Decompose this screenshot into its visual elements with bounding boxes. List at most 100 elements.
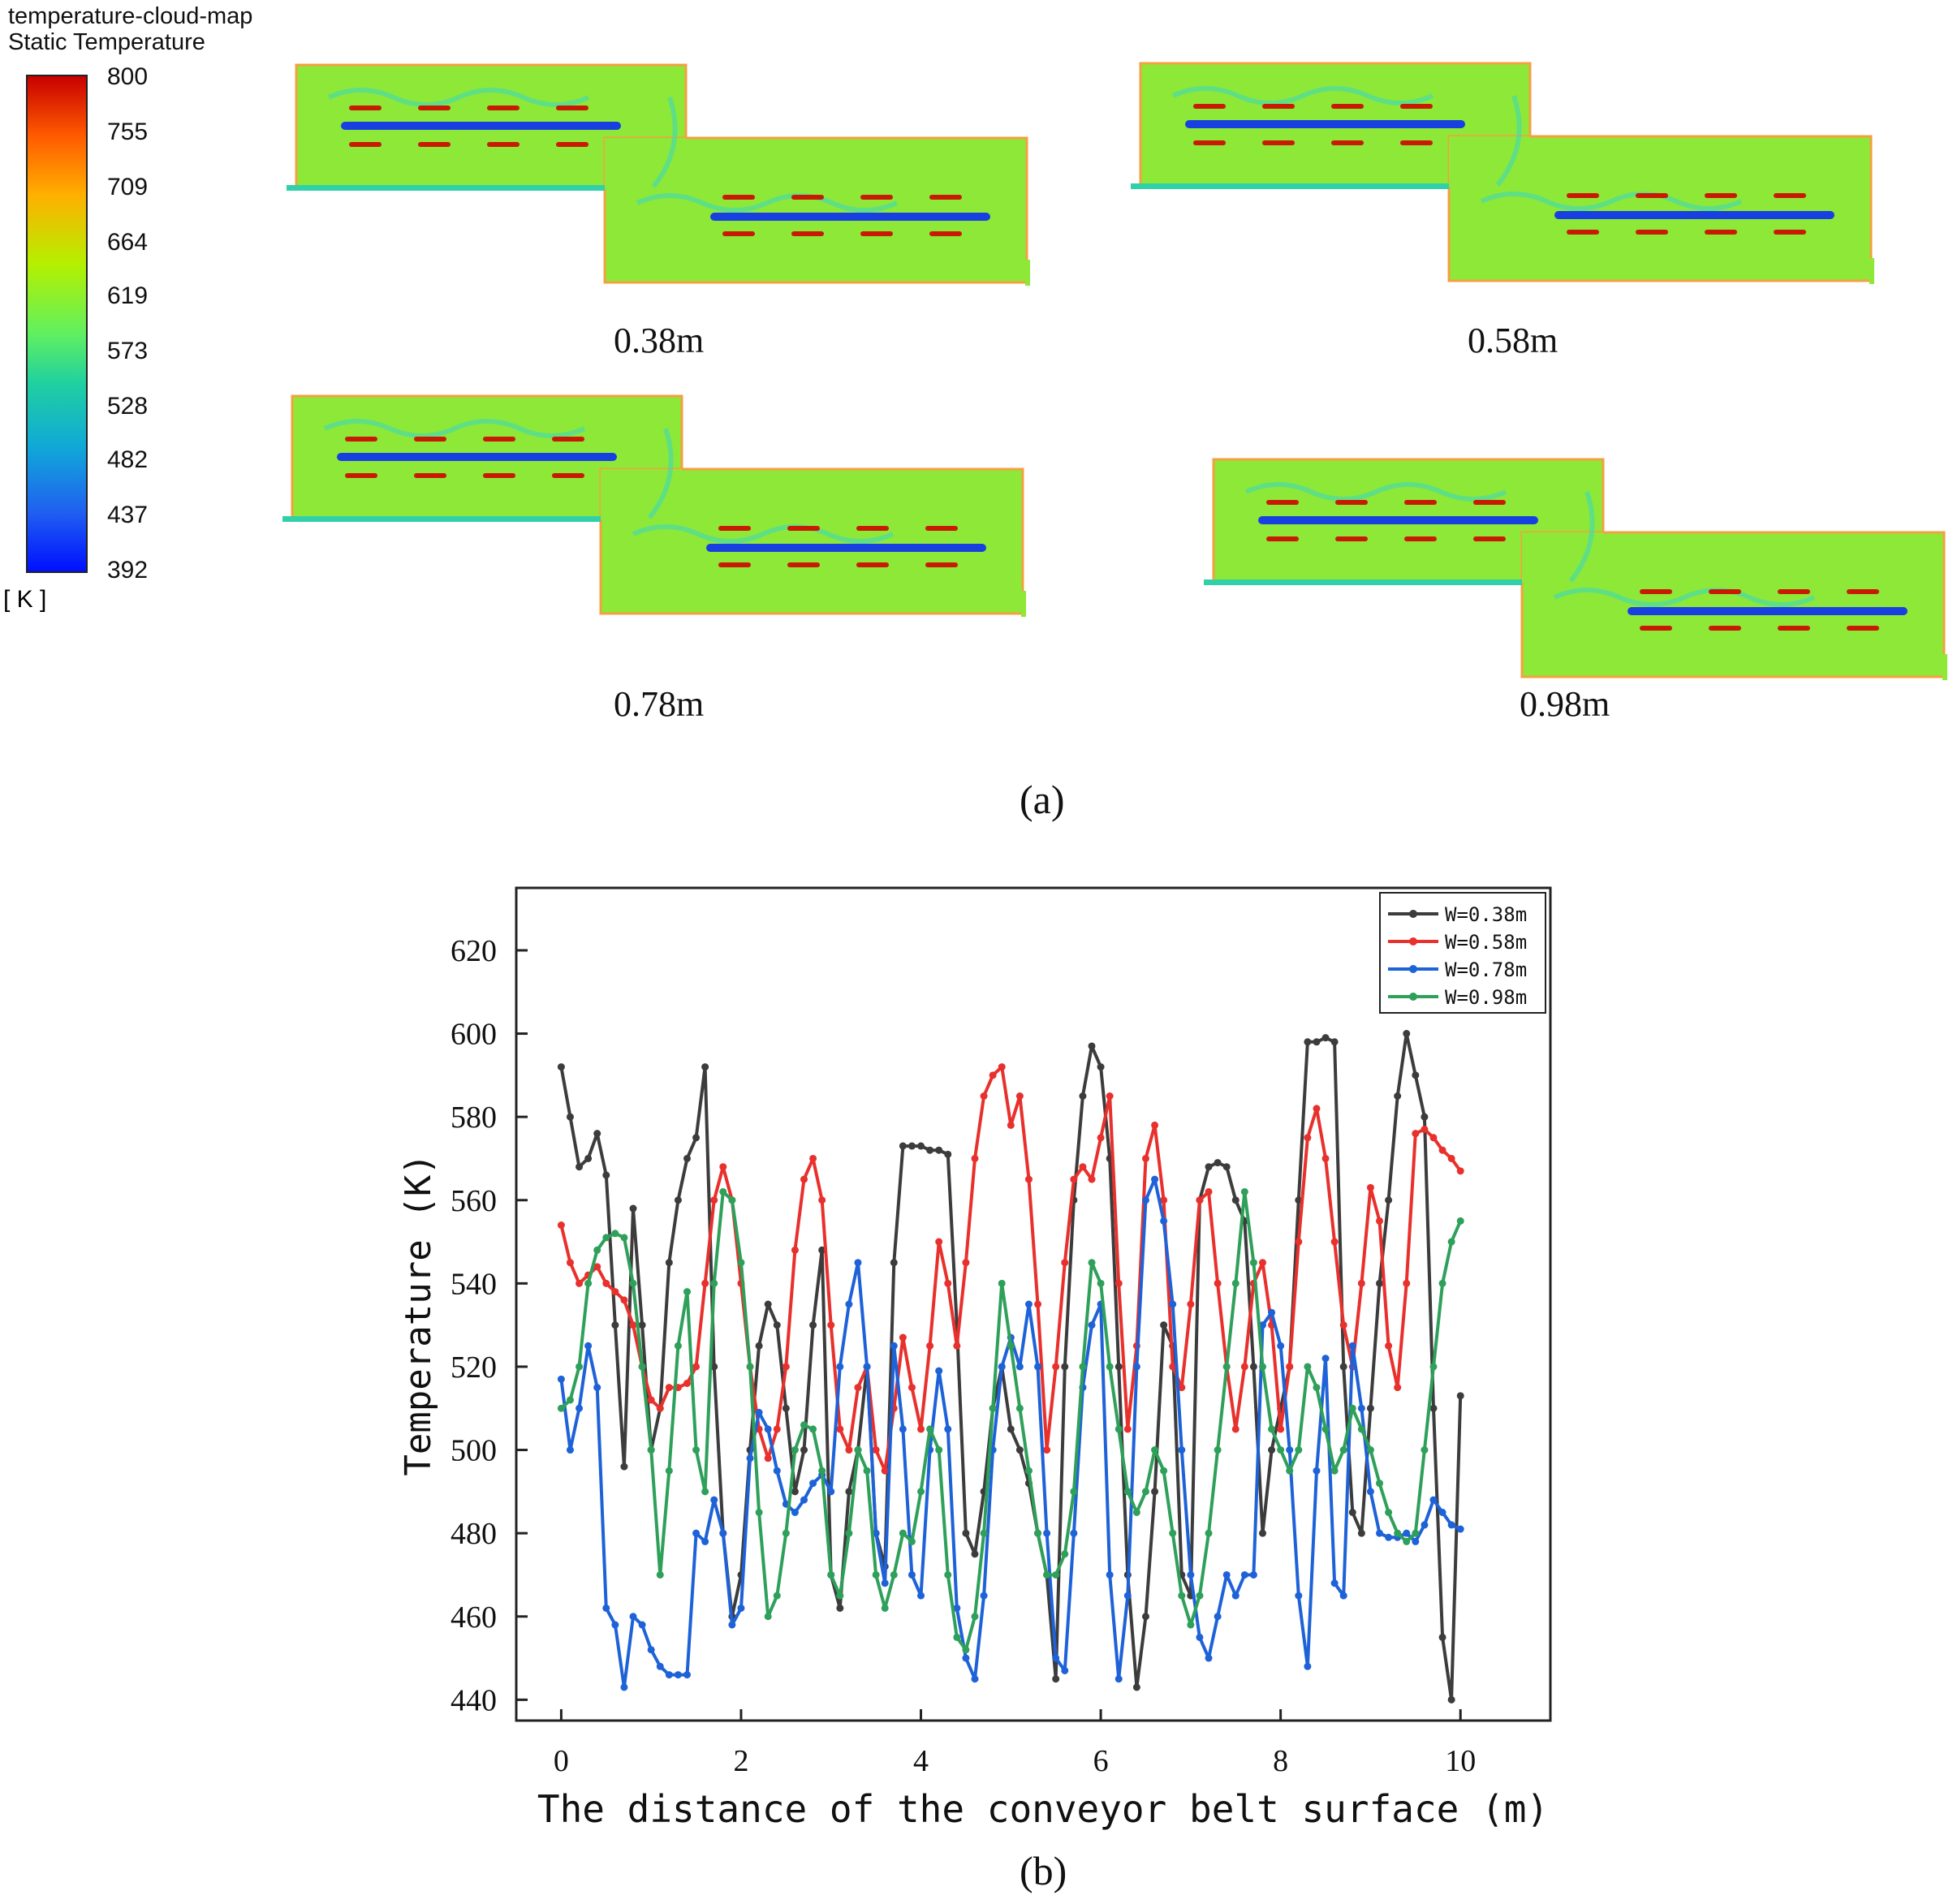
data-point-w-0-78m (701, 1538, 709, 1545)
data-point-w-0-98m (558, 1405, 565, 1412)
data-point-w-0-78m (1322, 1355, 1330, 1362)
data-point-w-0-38m (935, 1147, 942, 1154)
data-point-w-0-58m (944, 1280, 951, 1287)
data-point-w-0-78m (1385, 1534, 1392, 1541)
data-point-w-0-98m (728, 1196, 735, 1204)
data-point-w-0-78m (981, 1592, 988, 1600)
data-point-w-0-98m (1169, 1530, 1176, 1537)
data-point-w-0-98m (630, 1280, 637, 1287)
data-point-w-0-58m (1142, 1155, 1149, 1162)
data-point-w-0-38m (692, 1134, 700, 1141)
y-tick-label: 620 (451, 934, 497, 968)
data-point-w-0-58m (611, 1288, 619, 1295)
data-point-w-0-58m (926, 1342, 933, 1350)
data-point-w-0-38m (1052, 1675, 1059, 1682)
data-point-w-0-58m (1457, 1167, 1464, 1174)
data-point-w-0-78m (1358, 1405, 1365, 1412)
x-axis-label: The distance of the conveyor belt surfac… (537, 1787, 1549, 1831)
data-point-w-0-58m (1259, 1259, 1266, 1266)
data-point-w-0-38m (917, 1143, 925, 1150)
data-point-w-0-58m (800, 1176, 808, 1183)
data-point-w-0-98m (1007, 1342, 1015, 1350)
data-point-w-0-78m (1223, 1571, 1231, 1579)
data-point-w-0-78m (1070, 1530, 1077, 1537)
data-point-w-0-38m (962, 1530, 969, 1537)
data-point-w-0-38m (1394, 1092, 1401, 1100)
data-point-w-0-98m (1421, 1446, 1428, 1454)
data-point-w-0-38m (1205, 1163, 1213, 1170)
data-point-w-0-58m (692, 1363, 700, 1370)
data-point-w-0-98m (737, 1259, 744, 1266)
data-point-w-0-38m (1259, 1530, 1266, 1537)
data-point-w-0-38m (683, 1155, 691, 1162)
x-tick-label: 10 (1445, 1744, 1476, 1778)
data-point-w-0-78m (1448, 1521, 1455, 1528)
data-point-w-0-98m (765, 1613, 772, 1620)
data-point-w-0-58m (809, 1155, 817, 1162)
data-point-w-0-78m (639, 1622, 646, 1629)
data-point-w-0-98m (719, 1188, 726, 1195)
data-point-w-0-98m (782, 1530, 790, 1537)
data-point-w-0-58m (1052, 1363, 1059, 1370)
data-point-w-0-58m (567, 1259, 574, 1266)
data-point-w-0-98m (882, 1605, 889, 1612)
data-point-w-0-78m (1403, 1530, 1410, 1537)
data-point-w-0-38m (639, 1321, 646, 1329)
data-point-w-0-58m (1429, 1134, 1437, 1141)
data-point-w-0-58m (1061, 1259, 1068, 1266)
data-point-w-0-78m (620, 1683, 627, 1691)
data-point-w-0-78m (836, 1363, 843, 1370)
data-point-w-0-58m (1106, 1092, 1114, 1100)
data-point-w-0-38m (800, 1446, 808, 1454)
data-point-w-0-98m (1223, 1363, 1231, 1370)
data-point-w-0-38m (1007, 1425, 1015, 1432)
data-point-w-0-78m (1250, 1571, 1257, 1579)
data-point-w-0-38m (675, 1196, 682, 1204)
data-point-w-0-78m (1214, 1613, 1222, 1620)
data-point-w-0-98m (854, 1446, 861, 1454)
data-point-w-0-58m (1394, 1384, 1401, 1391)
data-point-w-0-58m (935, 1238, 942, 1246)
data-point-w-0-78m (800, 1497, 808, 1504)
data-point-w-0-38m (620, 1463, 627, 1471)
data-point-w-0-78m (1313, 1467, 1320, 1475)
data-point-w-0-78m (1340, 1592, 1347, 1600)
data-point-w-0-78m (1457, 1526, 1464, 1533)
data-point-w-0-38m (611, 1321, 619, 1329)
data-point-w-0-78m (765, 1425, 772, 1432)
caption-b: (b) (1020, 1847, 1067, 1894)
data-point-w-0-98m (1160, 1467, 1167, 1475)
legend-label: W=0.78m (1445, 958, 1527, 981)
data-point-w-0-98m (1313, 1384, 1320, 1391)
data-point-w-0-98m (1089, 1259, 1096, 1266)
data-point-w-0-98m (1151, 1446, 1158, 1454)
data-point-w-0-78m (1331, 1579, 1339, 1587)
data-point-w-0-38m (1089, 1042, 1096, 1049)
data-point-w-0-98m (1286, 1467, 1293, 1475)
data-point-w-0-78m (1367, 1488, 1374, 1495)
data-point-w-0-58m (1205, 1188, 1213, 1195)
data-point-w-0-58m (1025, 1176, 1033, 1183)
data-point-w-0-58m (666, 1384, 673, 1391)
data-point-w-0-98m (1457, 1217, 1464, 1225)
data-point-w-0-58m (998, 1063, 1006, 1070)
data-point-w-0-78m (1295, 1592, 1302, 1600)
data-point-w-0-38m (1061, 1363, 1068, 1370)
data-point-w-0-78m (1232, 1592, 1239, 1600)
data-point-w-0-98m (836, 1592, 843, 1600)
data-point-w-0-98m (1106, 1363, 1114, 1370)
data-point-w-0-98m (1358, 1425, 1365, 1432)
data-point-w-0-78m (1133, 1363, 1140, 1370)
data-point-w-0-98m (944, 1571, 951, 1579)
data-point-w-0-98m (953, 1634, 960, 1641)
data-point-w-0-98m (1448, 1238, 1455, 1246)
data-point-w-0-78m (1412, 1538, 1419, 1545)
y-tick-label: 460 (451, 1600, 497, 1635)
data-point-w-0-38m (1268, 1446, 1275, 1454)
data-point-w-0-38m (1133, 1683, 1140, 1691)
data-point-w-0-78m (935, 1368, 942, 1375)
data-point-w-0-58m (1214, 1280, 1222, 1287)
data-point-w-0-78m (845, 1301, 852, 1308)
data-point-w-0-98m (1322, 1425, 1330, 1432)
data-point-w-0-58m (1448, 1155, 1455, 1162)
